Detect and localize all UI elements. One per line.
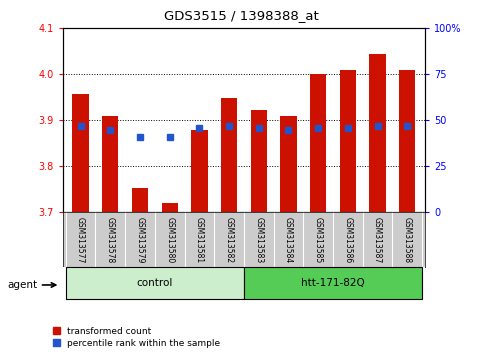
Legend: transformed count, percentile rank within the sample: transformed count, percentile rank withi… bbox=[53, 327, 220, 348]
Bar bbox=[102, 116, 118, 212]
Text: GSM313584: GSM313584 bbox=[284, 217, 293, 263]
Text: GSM313581: GSM313581 bbox=[195, 217, 204, 263]
Text: agent: agent bbox=[7, 280, 37, 290]
Bar bbox=[310, 74, 327, 212]
Text: GSM313583: GSM313583 bbox=[254, 217, 263, 263]
Text: GSM313585: GSM313585 bbox=[313, 217, 323, 263]
Bar bbox=[244, 267, 422, 299]
Text: GDS3515 / 1398388_at: GDS3515 / 1398388_at bbox=[164, 9, 319, 22]
Bar bbox=[369, 54, 386, 212]
Bar bbox=[161, 203, 178, 212]
Bar bbox=[251, 110, 267, 212]
Text: GSM313582: GSM313582 bbox=[225, 217, 234, 263]
Text: GSM313586: GSM313586 bbox=[343, 217, 352, 263]
Bar bbox=[340, 70, 356, 212]
Text: htt-171-82Q: htt-171-82Q bbox=[301, 278, 365, 288]
Text: GSM313578: GSM313578 bbox=[106, 217, 115, 263]
Bar bbox=[72, 94, 89, 212]
Text: control: control bbox=[137, 278, 173, 288]
Text: GSM313580: GSM313580 bbox=[165, 217, 174, 263]
Bar bbox=[66, 267, 244, 299]
Bar bbox=[132, 188, 148, 212]
Bar bbox=[280, 116, 297, 212]
Text: GSM313588: GSM313588 bbox=[403, 217, 412, 263]
Bar bbox=[221, 98, 237, 212]
Bar bbox=[191, 130, 208, 212]
Bar bbox=[399, 70, 415, 212]
Text: GSM313587: GSM313587 bbox=[373, 217, 382, 263]
Text: GSM313577: GSM313577 bbox=[76, 217, 85, 263]
Text: GSM313579: GSM313579 bbox=[136, 217, 144, 263]
